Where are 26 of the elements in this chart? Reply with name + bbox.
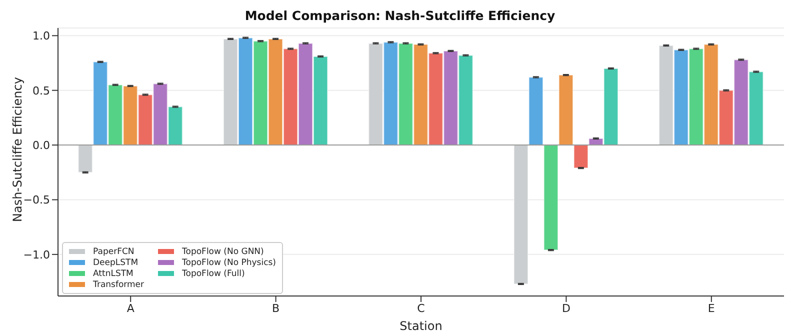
bar xyxy=(573,144,588,169)
y-tick-label: 1.0 xyxy=(32,30,50,43)
x-tick-label: E xyxy=(708,302,715,315)
bar xyxy=(558,74,574,146)
legend-label: TopoFlow (No GNN) xyxy=(182,246,264,256)
bar xyxy=(513,144,528,284)
x-tick-label: C xyxy=(417,302,426,315)
legend-label: TopoFlow (Full) xyxy=(182,268,245,278)
x-tick-label: A xyxy=(126,302,135,315)
bar xyxy=(543,144,558,251)
x-axis-title: Station xyxy=(400,319,442,333)
y-tick-label: 0.5 xyxy=(32,84,50,98)
y-tick-label: 0.0 xyxy=(32,138,50,152)
chart-title: Model Comparison: Nash-Sutcliffe Efficiency xyxy=(244,8,556,24)
y-tick-label: −0.5 xyxy=(23,194,50,207)
bar xyxy=(78,144,93,173)
legend-label: PaperFCN xyxy=(93,246,134,256)
legend-label: AttnLSTM xyxy=(93,268,134,278)
legend-label: Transformer xyxy=(93,280,144,290)
y-tick-label: −1.0 xyxy=(23,248,50,262)
x-tick-label: B xyxy=(272,302,280,315)
y-axis-title: Nash-Sutcliffe Efficiency xyxy=(10,77,24,222)
x-tick-label: D xyxy=(562,302,570,315)
legend-label: TopoFlow (No Physics) xyxy=(182,258,276,268)
bar xyxy=(528,76,544,146)
legend-label: DeepLSTM xyxy=(93,258,138,268)
